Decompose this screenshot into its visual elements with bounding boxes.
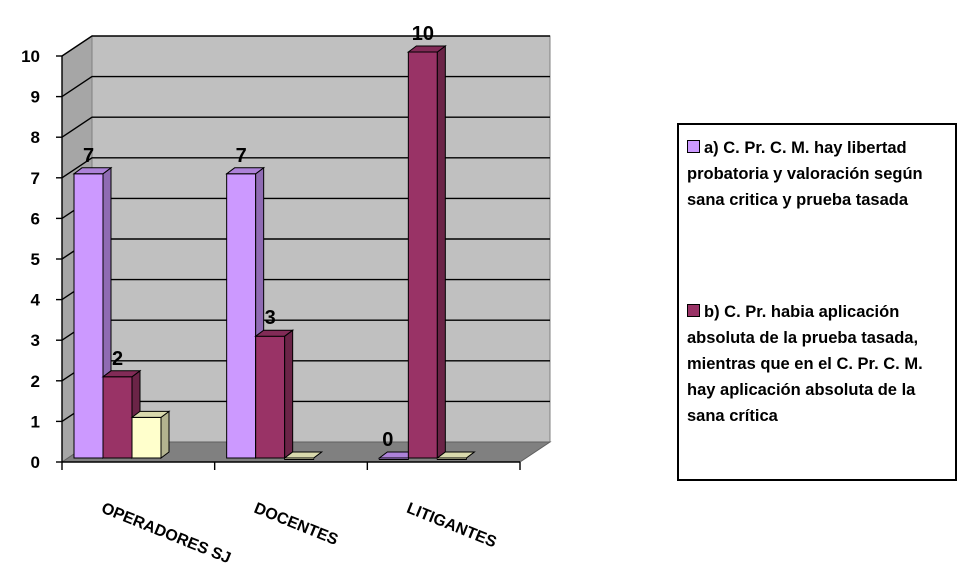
x-tick-label: OPERADORES SJ [99, 500, 233, 567]
y-tick-label: 5 [31, 250, 40, 269]
bar-top [101, 370, 142, 378]
x-tick-label: DOCENTES [252, 500, 341, 549]
bar-top [406, 45, 447, 53]
y-tick-label: 1 [31, 412, 40, 431]
data-label: 7 [83, 145, 94, 167]
legend-item-b: b) C. Pr. habia aplicación absoluta de l… [687, 299, 949, 429]
y-tick-label: 2 [31, 372, 40, 391]
bar-side [160, 410, 170, 459]
y-tick-label: 10 [21, 47, 40, 66]
y-tick-label: 6 [31, 209, 40, 228]
bar [407, 51, 438, 459]
bar [73, 173, 104, 459]
legend-swatch-b [687, 304, 700, 317]
data-label: 0 [382, 429, 393, 451]
bar [131, 416, 162, 459]
x-tick-label: LITIGANTES [404, 500, 499, 552]
y-tick-label: 3 [31, 331, 40, 350]
data-label: 7 [236, 145, 247, 167]
bar-top [130, 410, 171, 418]
legend-swatch-a [687, 140, 700, 153]
gridline [61, 35, 550, 57]
bar [102, 376, 133, 459]
bar-top [283, 451, 324, 459]
bar-top [435, 451, 476, 459]
y-tick-label: 9 [31, 88, 40, 107]
legend-label-b: b) C. Pr. habia aplicación absoluta de l… [687, 303, 923, 425]
data-label: 10 [412, 23, 434, 45]
bar-side [284, 329, 294, 459]
bar [255, 335, 286, 459]
y-tick-label: 7 [31, 169, 40, 188]
legend-item-a: a) C. Pr. C. M. hay libertad probatoria … [687, 135, 949, 213]
gridline [61, 116, 550, 138]
bar-top [72, 167, 113, 175]
y-tick-label: 4 [31, 291, 41, 310]
gridline [61, 75, 550, 98]
data-label: 2 [112, 348, 123, 370]
bar-top [254, 329, 295, 337]
bar-side [436, 45, 446, 459]
bar-top [225, 167, 266, 175]
y-tick-label: 0 [31, 453, 40, 472]
bar [226, 173, 257, 459]
data-label: 3 [265, 307, 276, 329]
legend: a) C. Pr. C. M. hay libertad probatoria … [677, 123, 957, 481]
legend-label-a: a) C. Pr. C. M. hay libertad probatoria … [687, 139, 923, 209]
gridline [61, 157, 550, 179]
y-tick-label: 8 [31, 128, 40, 147]
